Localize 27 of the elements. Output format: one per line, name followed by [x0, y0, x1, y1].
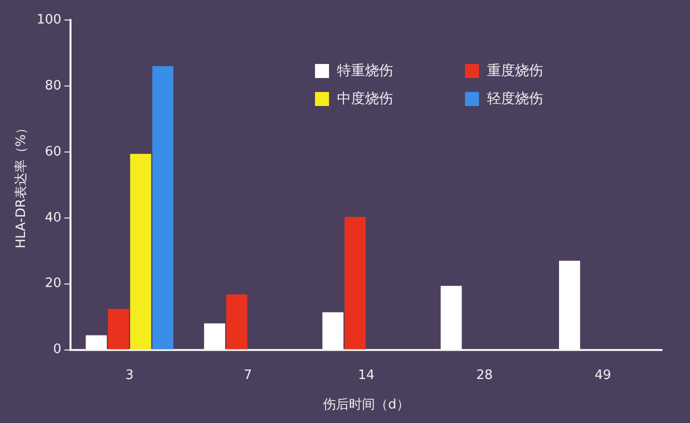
legend-label: 轻度烧伤 — [487, 90, 543, 108]
bar — [440, 286, 462, 350]
x-tick-label: 3 — [125, 368, 134, 383]
bar — [344, 216, 366, 350]
bar — [226, 294, 248, 350]
y-tick-label: 20 — [44, 276, 62, 292]
y-tick-label: 100 — [36, 12, 62, 28]
bar — [559, 260, 580, 350]
bar — [322, 312, 344, 350]
y-tick-label: 40 — [44, 210, 62, 226]
y-tick-label: 0 — [53, 342, 62, 358]
bar — [130, 154, 152, 350]
legend-label: 重度烧伤 — [487, 62, 543, 80]
legend-label: 中度烧伤 — [337, 90, 393, 108]
x-tick-label: 7 — [244, 368, 252, 383]
x-tick-label: 14 — [358, 368, 374, 383]
x-tick-label: 28 — [476, 368, 493, 383]
x-axis-title: 伤后时间（d） — [323, 398, 410, 413]
y-axis-title: HLA-DR表达率（%） — [13, 121, 30, 248]
y-tick-label: 60 — [44, 144, 62, 160]
bar — [86, 335, 107, 350]
y-tick-label: 80 — [44, 78, 62, 94]
x-tick-label: 49 — [594, 368, 612, 383]
legend-label: 特重烧伤 — [337, 62, 393, 80]
bar — [204, 323, 226, 350]
bar — [108, 308, 130, 350]
bar — [152, 66, 174, 350]
